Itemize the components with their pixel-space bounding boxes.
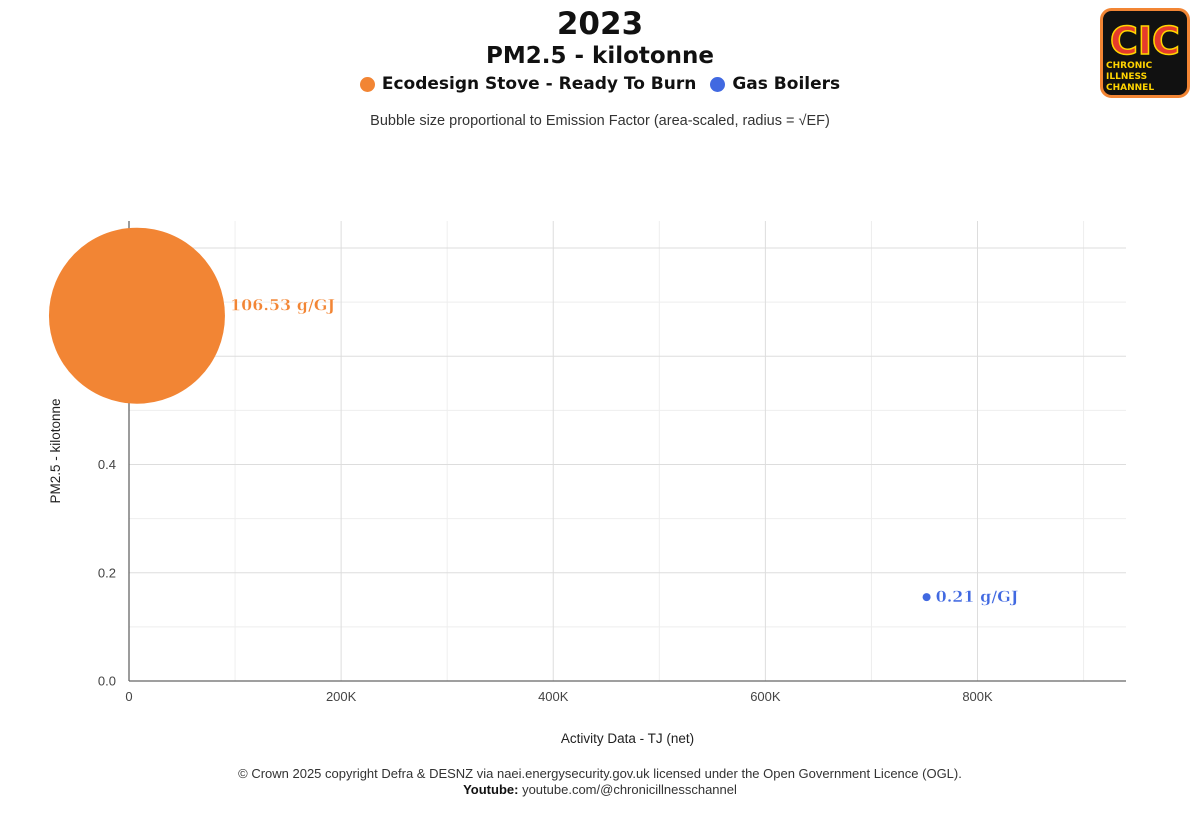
y-axis-title: PM2.5 - kilotonne bbox=[48, 398, 63, 503]
svg-text:CIC: CIC bbox=[1110, 19, 1180, 63]
footer-youtube-link[interactable]: youtube.com/@chronicillnesschannel bbox=[522, 782, 737, 797]
y-tick-label: 0.4 bbox=[98, 457, 116, 472]
x-tick-label: 800K bbox=[962, 689, 993, 704]
svg-text:CHRONIC: CHRONIC bbox=[1106, 61, 1153, 71]
x-tick-label: 400K bbox=[538, 689, 569, 704]
svg-text:ILLNESS: ILLNESS bbox=[1106, 72, 1147, 82]
footer-youtube: Youtube: youtube.com/@chronicillnesschan… bbox=[0, 782, 1200, 797]
channel-logo: CIC CHRONIC ILLNESS CHANNEL bbox=[1100, 8, 1190, 98]
bubble-0 bbox=[48, 227, 225, 404]
x-tick-label: 600K bbox=[750, 689, 781, 704]
legend-swatch-ecodesign-stove bbox=[359, 76, 375, 92]
chart-subtitle: Bubble size proportional to Emission Fac… bbox=[370, 113, 830, 129]
footer-copyright: © Crown 2025 copyright Defra & DESNZ via… bbox=[238, 766, 962, 781]
legend-swatch-gas-boilers bbox=[710, 76, 726, 92]
chart-title-year: 2023 bbox=[556, 6, 644, 42]
bubble-1 bbox=[922, 593, 931, 602]
legend-label-ecodesign-stove: Ecodesign Stove - Ready To Burn bbox=[381, 74, 697, 94]
legend-item-ecodesign-stove[interactable]: Ecodesign Stove - Ready To Burn bbox=[359, 74, 697, 94]
x-axis-title: Activity Data - TJ (net) bbox=[561, 731, 694, 746]
bubble-label-0: 106.53 g/GJ bbox=[230, 296, 335, 315]
x-tick-label: 200K bbox=[326, 689, 357, 704]
chart-title-metric: PM2.5 - kilotonne bbox=[485, 43, 715, 69]
svg-text:CHANNEL: CHANNEL bbox=[1106, 83, 1154, 93]
bubble-label-1: 0.21 g/GJ bbox=[936, 587, 1019, 606]
legend-label-gas-boilers: Gas Boilers bbox=[732, 74, 841, 94]
y-tick-label: 0.2 bbox=[98, 565, 116, 580]
footer-youtube-label: Youtube: bbox=[463, 782, 519, 797]
x-tick-label: 0 bbox=[125, 689, 132, 704]
y-tick-label: 0.0 bbox=[98, 674, 116, 689]
legend-item-gas-boilers[interactable]: Gas Boilers bbox=[710, 74, 840, 94]
legend: Ecodesign Stove - Ready To Burn Gas Boil… bbox=[0, 74, 1200, 94]
